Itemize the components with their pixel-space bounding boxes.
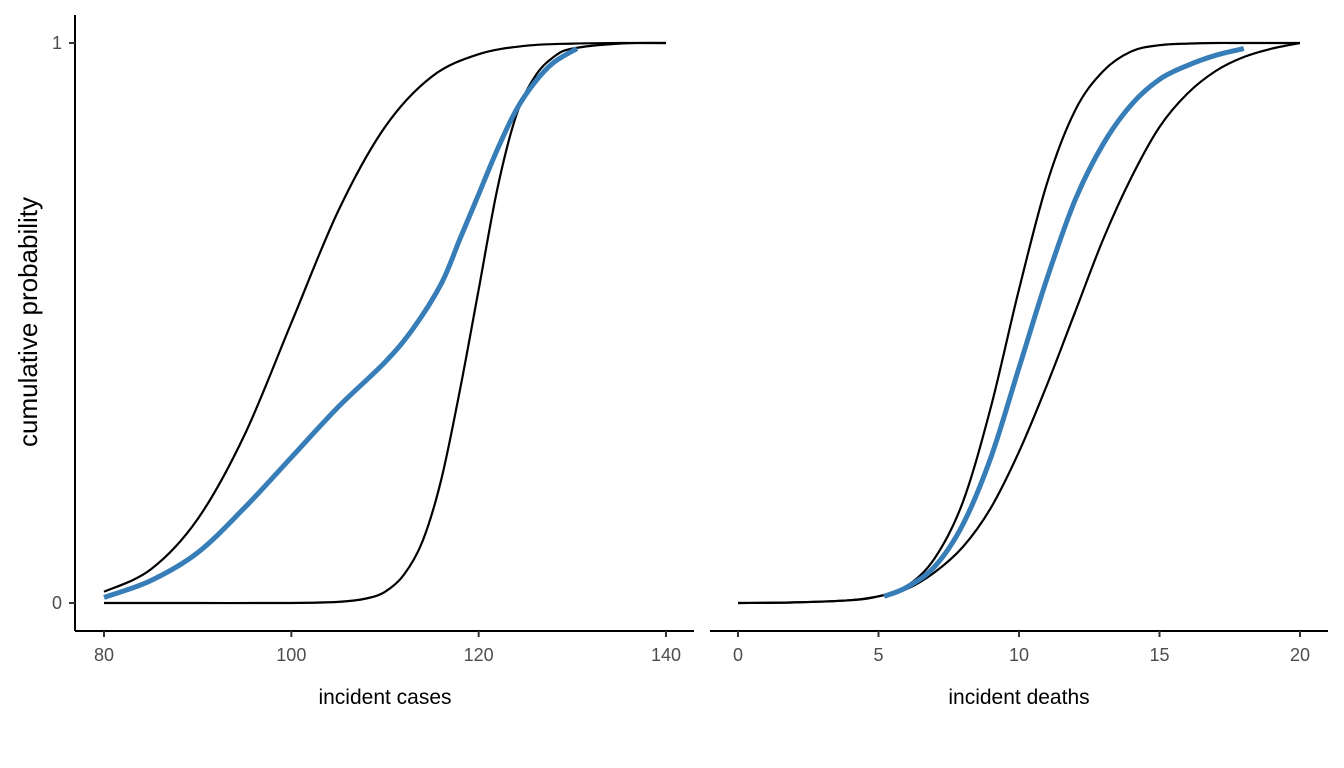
panel-cases-x-tick-label: 120	[464, 645, 494, 665]
panel-deaths-x-tick-label: 5	[873, 645, 883, 665]
panel-cases-plot	[103, 41, 667, 605]
panel-cases-y-ticks: 01	[52, 33, 75, 613]
panel-cases-series-line-3-highlight	[103, 46, 579, 600]
y-axis-title: cumulative probability	[13, 197, 43, 447]
panel-cases-x-tick-label: 80	[94, 645, 114, 665]
y-tick-label: 0	[52, 593, 62, 613]
panel-deaths-series-line-2	[737, 41, 1301, 605]
panel-deaths-x-tick-label: 20	[1290, 645, 1310, 665]
panel-deaths: 0 5 10 15 20 incident deaths	[710, 41, 1328, 709]
panel-cases-series-line-2	[104, 41, 667, 605]
panel-deaths-x-ticks: 0 5 10 15 20	[733, 631, 1310, 665]
panel-deaths-series-line-3-highlight	[883, 46, 1245, 599]
panel-cases-x-axis-title: incident cases	[318, 686, 451, 709]
panel-cases-x-tick-label: 140	[651, 645, 681, 665]
panel-deaths-x-axis-title: incident deaths	[948, 686, 1089, 709]
panel-deaths-series-line-1	[737, 41, 1300, 605]
panel-cases-series-line-1	[103, 41, 667, 593]
panel-deaths-x-tick-label: 15	[1149, 645, 1169, 665]
panel-cases-x-ticks: 80 100 120 140	[94, 631, 681, 665]
panel-deaths-x-tick-label: 10	[1009, 645, 1029, 665]
panel-deaths-plot	[737, 41, 1301, 605]
panel-cases-x-tick-label: 100	[276, 645, 306, 665]
panel-cases: 01 80 100 120 140 incident cases	[52, 15, 694, 709]
panel-deaths-x-tick-label: 0	[733, 645, 743, 665]
y-tick-label: 1	[52, 33, 62, 53]
